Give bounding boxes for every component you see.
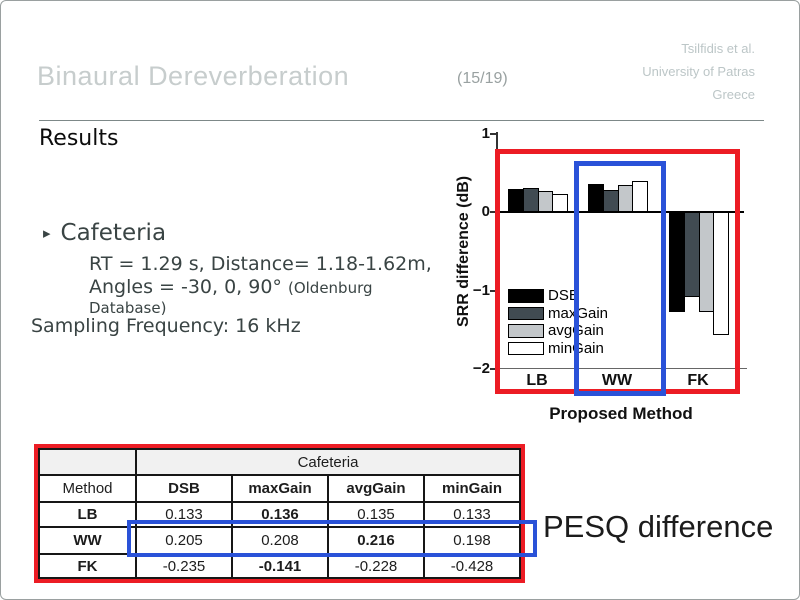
section-heading: Results [39, 126, 119, 151]
table-cell-WW-DSB: 0.205 [135, 526, 233, 555]
bullet-item-cafeteria: ▸ Cafeteria [43, 220, 166, 246]
y-tick-label--2: −2 [472, 360, 490, 377]
table-corner-cell [38, 448, 137, 476]
table-row-FK: FK -0.235 -0.141 -0.228 -0.428 [38, 553, 521, 579]
table-column-header-Method: Method [38, 474, 137, 503]
affiliation-author: Tsilfidis et al. [681, 41, 755, 56]
header-divider [39, 120, 764, 121]
table-column-header-minGain: minGain [423, 474, 521, 503]
chart-x-axis-title: Proposed Method [549, 404, 693, 423]
chart-y-axis-label: SRR difference (dB) [455, 175, 472, 327]
sampling-frequency-text: Sampling Frequency: 16 kHz [31, 315, 301, 337]
bullet-detail-line2: Angles = -30, 0, 90° (Oldenburg [89, 276, 373, 298]
affiliation-country: Greece [712, 87, 755, 102]
y-tick-mark-1 [490, 132, 497, 135]
bullet-detail-line1: RT = 1.29 s, Distance= 1.18-1.62m, [89, 253, 432, 275]
table-cell-WW-minGain: 0.198 [423, 526, 521, 555]
chart-x-axis-line [496, 368, 747, 369]
affiliation-block: Tsilfidis et al. University of Patras Gr… [642, 37, 755, 106]
x-category-label-WW: WW [601, 372, 633, 389]
page-number: (15/19) [457, 70, 508, 87]
x-category-label-LB: LB [526, 372, 548, 389]
y-tick-mark--2 [490, 368, 497, 370]
deck-title: Binaural Dereverberation [37, 61, 350, 91]
bullet-heading: Cafeteria [60, 220, 167, 246]
legend-swatch-maxGain [508, 306, 544, 320]
table-cell-FK-minGain: -0.428 [423, 553, 521, 579]
table-cell-FK-avgGain: -0.228 [327, 553, 425, 579]
table-ww-row-highlight [127, 520, 537, 557]
chart-zero-line [497, 211, 744, 213]
bullet-detail-line2-small: (Oldenburg [287, 279, 373, 297]
table-column-header-DSB: DSB [135, 474, 233, 503]
chart-blue-annotation-box [574, 161, 666, 396]
legend-swatch-DSB [508, 289, 544, 303]
table-row-label-WW: WW [38, 526, 137, 555]
bullet-detail-line3: Database) [89, 299, 167, 317]
results-table: Cafeteria Method DSB maxGain avgGain minGain L… [38, 448, 521, 579]
x-category-label-FK: FK [687, 372, 709, 389]
results-table-red-frame: Cafeteria Method DSB maxGain avgGain minGain L… [34, 444, 525, 583]
y-tick-label-0: 0 [481, 203, 490, 220]
y-tick-mark-0 [490, 211, 497, 213]
legend-label-DSB: DSB [548, 287, 579, 305]
y-tick-mark--1 [490, 289, 497, 292]
table-group-header: Cafeteria [135, 448, 521, 476]
pesq-difference-label: PESQ difference [543, 509, 774, 544]
bullet-triangle-icon: ▸ [43, 223, 51, 242]
table-cell-WW-avgGain: 0.216 [327, 526, 425, 555]
y-tick-label--1: −1 [472, 281, 490, 299]
table-row-label-FK: FK [38, 553, 137, 579]
legend-swatch-avgGain [508, 324, 544, 338]
legend-swatch-minGain [508, 341, 544, 355]
table-column-header-maxGain: maxGain [231, 474, 329, 503]
y-tick-label-1: 1 [481, 124, 490, 142]
table-column-header-avgGain: avgGain [327, 474, 425, 503]
table-row-WW: WW 0.205 0.208 0.216 0.198 [38, 526, 521, 555]
table-row-label-LB: LB [38, 501, 137, 528]
legend-row-DSB: DSB [508, 287, 608, 305]
table-cell-FK-DSB: -0.235 [135, 553, 233, 579]
affiliation-university: University of Patras [642, 64, 755, 79]
table-cell-FK-maxGain: -0.141 [231, 553, 329, 579]
